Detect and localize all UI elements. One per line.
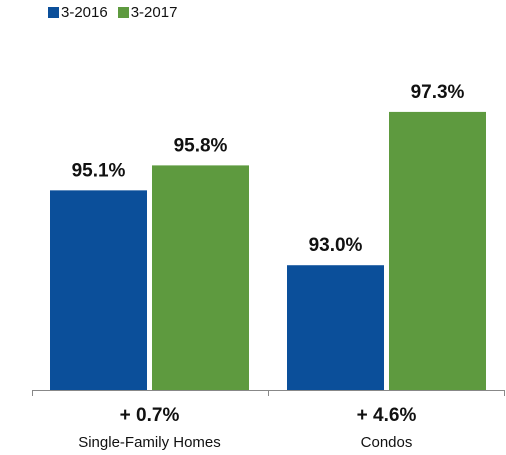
bar-3-2016-1 (287, 265, 384, 390)
category-label-1: Condos (361, 434, 413, 451)
data-label-3-2016-0: 95.1% (72, 160, 126, 181)
legend-item-2016: 3-2016 (48, 4, 108, 21)
bar-3-2017-1 (389, 111, 486, 391)
bar-3-2017-0 (152, 165, 249, 390)
data-label-3-2017-0: 95.8% (174, 135, 228, 156)
category-label-0: Single-Family Homes (78, 434, 221, 451)
data-label-3-2016-1: 93.0% (309, 235, 363, 256)
legend-item-2017: 3-2017 (117, 4, 178, 21)
legend-swatch-2017 (117, 7, 129, 18)
change-label-1: + 4.6% (357, 405, 417, 426)
bar-3-2016-0 (50, 190, 147, 390)
legend: 3-2016 3-2017 (48, 4, 177, 21)
legend-label-2017: 3-2017 (130, 4, 178, 21)
legend-swatch-2016 (48, 7, 59, 18)
legend-label-2016: 3-2016 (61, 4, 108, 21)
change-label-0: + 0.7% (120, 405, 180, 426)
data-label-3-2017-1: 97.3% (411, 82, 465, 103)
